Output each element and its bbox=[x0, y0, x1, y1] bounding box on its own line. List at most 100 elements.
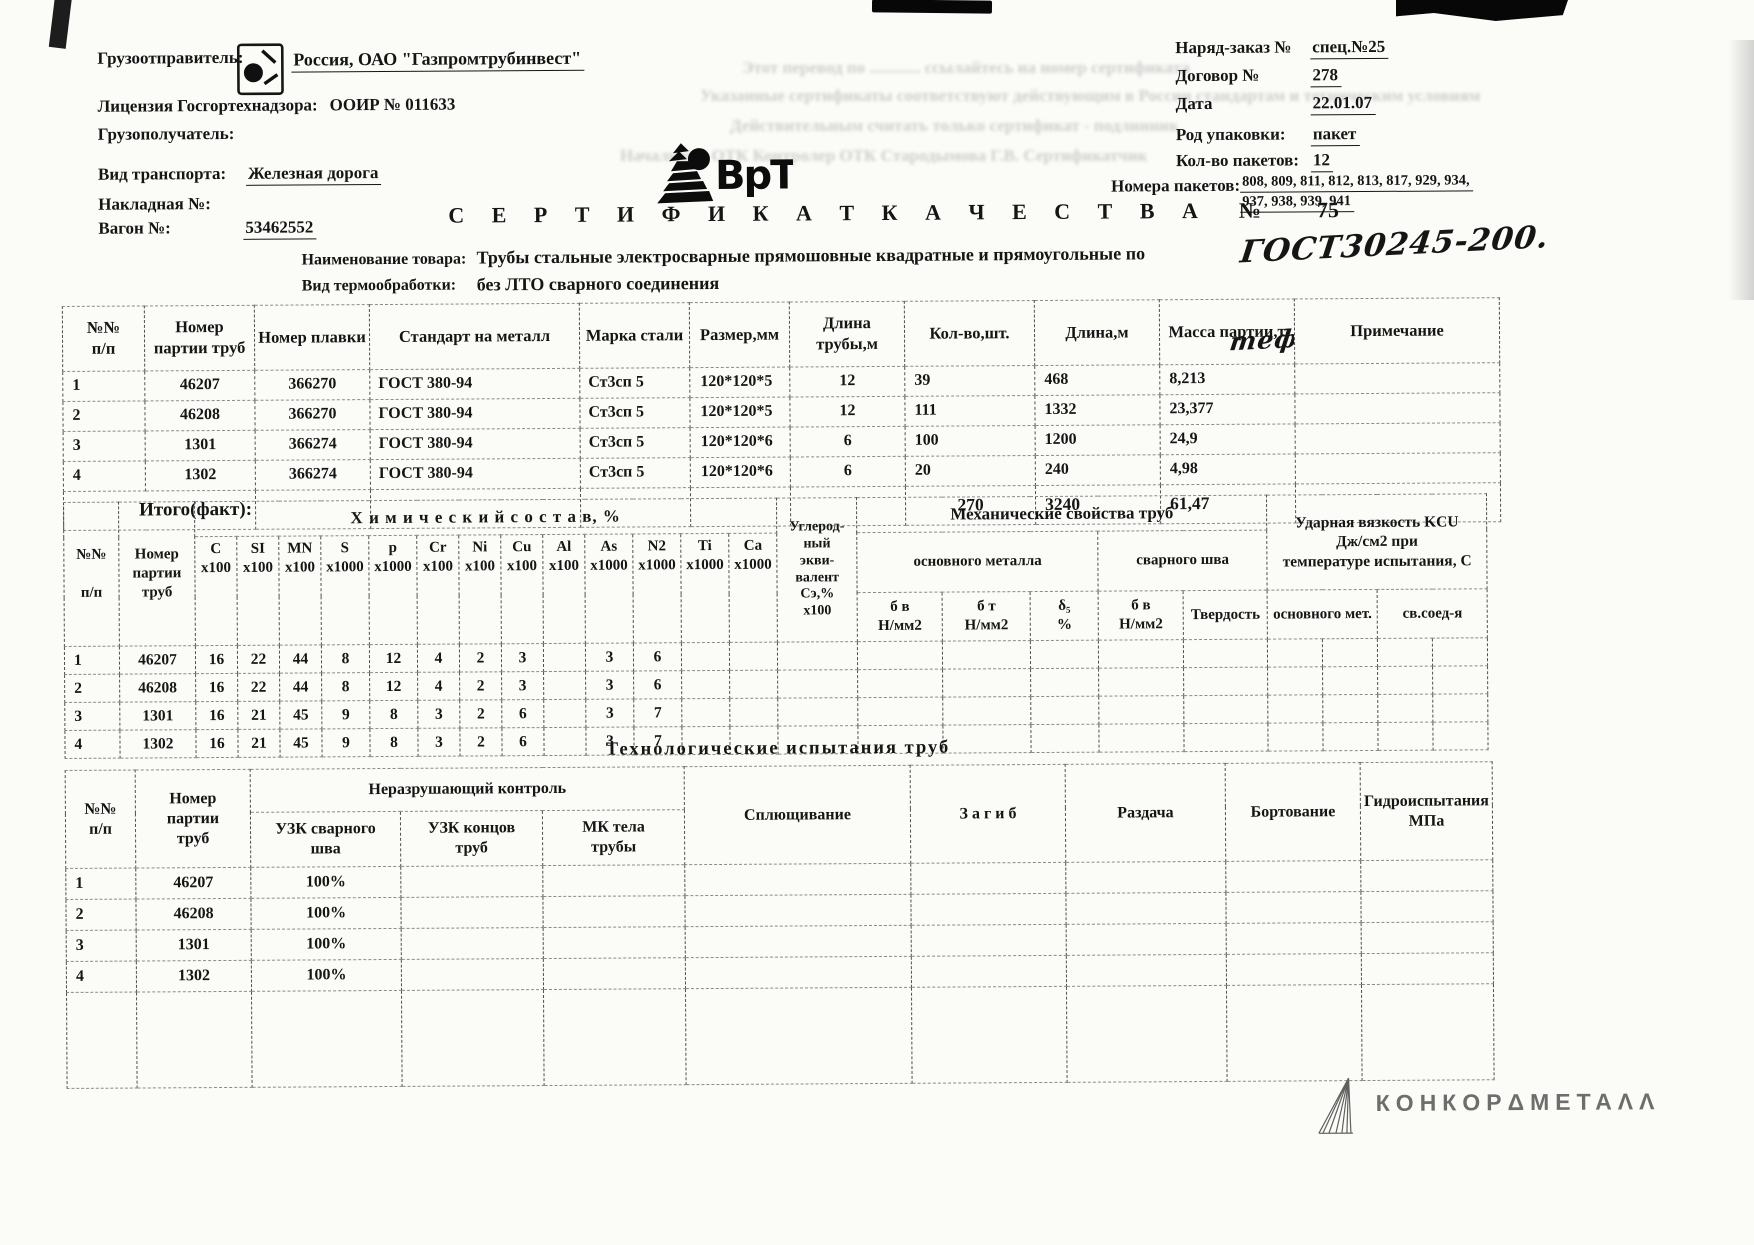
column-header: δ₅ % bbox=[1030, 591, 1099, 641]
table-cell bbox=[1066, 954, 1227, 987]
table-cell bbox=[1066, 923, 1227, 956]
bleedthrough-text: Действительным считать только сертификат… bbox=[730, 116, 1179, 135]
table-cell bbox=[1183, 667, 1268, 696]
column-header: б т Н/мм2 bbox=[942, 591, 1031, 642]
table-cell: 46207 bbox=[144, 370, 255, 401]
shipper-company-logo-icon bbox=[236, 42, 286, 103]
table-cell bbox=[685, 956, 912, 989]
package-count-value: 12 bbox=[1310, 150, 1334, 173]
table-cell bbox=[1098, 667, 1184, 697]
table-cell: 3 bbox=[585, 670, 634, 700]
svg-text:ВрТЗ: ВрТЗ bbox=[715, 152, 793, 199]
table-cell: 4 bbox=[66, 961, 137, 993]
table-cell: Ст3сп 5 bbox=[580, 457, 691, 489]
chemistry-table-header: №№ п/п Номер партии труб Х и м и ч е с к… bbox=[63, 493, 1488, 647]
heat-treatment-label: Вид термообработки: bbox=[301, 276, 457, 295]
table-cell: 1302 bbox=[145, 460, 256, 491]
table-cell: 1 bbox=[62, 370, 145, 402]
column-header: Кол-во,шт. bbox=[904, 300, 1035, 367]
table-cell: 100% bbox=[251, 928, 402, 961]
table-cell: Ст3сп 5 bbox=[579, 367, 690, 399]
certificate-title-text: С Е Р Т И Ф И К А Т К А Ч Е С Т В А bbox=[448, 197, 1209, 228]
product-name-label: Наименование товара: bbox=[301, 250, 467, 269]
column-header: Al х100 bbox=[542, 534, 586, 644]
column-header: МК тела трубы bbox=[542, 809, 685, 866]
table-cell bbox=[542, 864, 685, 897]
table-cell bbox=[1432, 637, 1488, 667]
table-cell: 4 bbox=[417, 672, 460, 701]
table-cell bbox=[66, 992, 138, 1089]
table-cell bbox=[1267, 638, 1323, 668]
kcu-weld-header: св.соед-я bbox=[1377, 588, 1488, 639]
table-cell bbox=[1361, 952, 1494, 985]
transport-value: Железная дорога bbox=[245, 163, 382, 186]
table-cell bbox=[1377, 638, 1433, 667]
column-header: Номер партии труб bbox=[144, 305, 255, 371]
certificate-number: 75 bbox=[1316, 197, 1340, 223]
table-cell: 1 bbox=[65, 868, 136, 900]
table-cell bbox=[1030, 640, 1099, 669]
column-header: As х1000 bbox=[584, 533, 634, 644]
wagon-value: 53462552 bbox=[243, 217, 317, 240]
table-cell: 8,213 bbox=[1159, 363, 1295, 395]
table-cell bbox=[251, 990, 403, 1088]
bleedthrough-text: Начальник ОТК Контролер ОТК Стародымова … bbox=[620, 146, 1148, 165]
table-cell: 45 bbox=[279, 700, 322, 730]
table-cell: 240 bbox=[1035, 454, 1161, 486]
column-header: Ca х1000 bbox=[728, 533, 778, 643]
column-header: C х100 bbox=[194, 536, 238, 646]
table-cell: 16 bbox=[195, 645, 238, 674]
column-header: Размер,мм bbox=[689, 302, 790, 368]
chem-group-header: Х и м и ч е с к и й с о с т а в, % bbox=[194, 498, 777, 537]
table-cell: 2 bbox=[459, 643, 502, 673]
table-cell: 3 bbox=[66, 930, 137, 962]
table-cell bbox=[729, 698, 779, 727]
table-cell bbox=[543, 926, 686, 959]
table-cell: ГОСТ 380-94 bbox=[370, 458, 581, 490]
table-cell bbox=[543, 988, 687, 1086]
table-cell: 16 bbox=[195, 673, 238, 702]
date-label: Дата bbox=[1175, 93, 1213, 114]
table-cell: 12 bbox=[789, 396, 906, 427]
date-value: 22.01.07 bbox=[1310, 92, 1376, 116]
table-cell: 1200 bbox=[1035, 424, 1161, 456]
table-cell bbox=[1030, 668, 1099, 697]
column-header: Бортование bbox=[1225, 762, 1361, 862]
table-cell: 4 bbox=[417, 644, 460, 673]
column-header: p х1000 bbox=[368, 535, 418, 645]
column-header: Сплющивание bbox=[684, 765, 911, 865]
table-cell: 24,9 bbox=[1160, 423, 1296, 455]
table-cell bbox=[1267, 694, 1324, 724]
tech-tests-table: №№ п/п Номер партии труб Неразрушающий к… bbox=[65, 761, 1495, 1089]
table-cell: ГОСТ 380-94 bbox=[369, 398, 581, 430]
table-cell bbox=[1322, 694, 1379, 723]
table-cell: 3 bbox=[585, 642, 634, 672]
table-cell: 46208 bbox=[119, 673, 196, 703]
bleedthrough-text: Этот перевод по ............ ссылайтесь … bbox=[742, 58, 1190, 77]
contract-value: 278 bbox=[1310, 65, 1342, 88]
table-cell: 20 bbox=[905, 455, 1036, 487]
batch-table-body: 1 46207 366270 ГОСТ 380-94 Ст3сп 5 120*120*5 1… bbox=[62, 362, 1501, 492]
table-cell bbox=[543, 671, 586, 700]
table-cell bbox=[1098, 695, 1185, 725]
table-cell bbox=[1294, 392, 1501, 424]
table-cell: Ст3сп 5 bbox=[579, 397, 691, 429]
column-header: Длина,м bbox=[1034, 299, 1160, 366]
table-cell bbox=[857, 641, 943, 670]
table-cell bbox=[681, 698, 730, 727]
table-cell: 1301 bbox=[145, 430, 256, 461]
table-cell: 3 bbox=[417, 700, 460, 729]
table-cell: 366270 bbox=[254, 369, 370, 401]
table-cell bbox=[729, 670, 778, 699]
table-cell: 120*120*5 bbox=[689, 366, 790, 398]
table-cell bbox=[543, 643, 586, 672]
table-cell: 44 bbox=[279, 672, 322, 702]
mech-weld-header: сварного шва bbox=[1097, 530, 1268, 592]
table-cell bbox=[1225, 860, 1361, 893]
table-cell: 3 bbox=[501, 671, 544, 700]
table-cell: 46208 bbox=[144, 400, 256, 431]
transport-label: Вид транспорта: bbox=[97, 163, 227, 184]
table-cell: 100% bbox=[250, 897, 402, 930]
table-cell: 12 bbox=[789, 366, 905, 397]
table-cell: 1302 bbox=[136, 960, 252, 993]
